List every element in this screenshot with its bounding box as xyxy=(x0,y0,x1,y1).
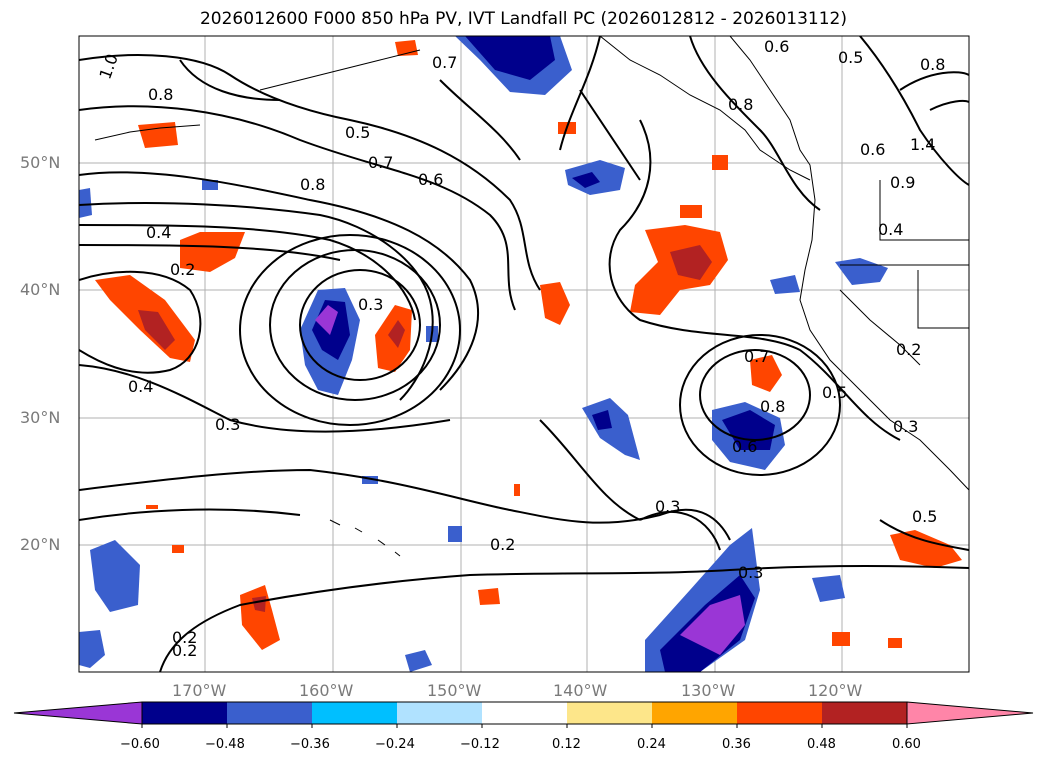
contour-label: 0.3 xyxy=(655,497,680,516)
colorbar-segment xyxy=(227,702,312,724)
contour-label: 0.4 xyxy=(146,223,171,242)
contour-label: 0.2 xyxy=(172,628,197,647)
contour-label: 1.4 xyxy=(910,135,935,154)
colorbar-tick-label: −0.36 xyxy=(290,737,330,752)
contour-label: 0.2 xyxy=(170,260,195,279)
lon-label-150w: 150°W xyxy=(427,681,482,700)
contour-label: 0.8 xyxy=(148,85,173,104)
colorbar-segment xyxy=(312,702,397,724)
colorbar-extend-left xyxy=(13,701,143,725)
lon-label-170w: 170°W xyxy=(172,681,227,700)
colorbar-tick-label: 0.48 xyxy=(807,737,836,752)
colorbar-segment xyxy=(482,702,567,724)
contour-label: 0.5 xyxy=(345,123,370,142)
contour-label: 0.7 xyxy=(744,347,769,366)
colorbar-tick-label: −0.12 xyxy=(460,737,500,752)
colorbar-tick-label: −0.24 xyxy=(375,737,415,752)
colorbar-segment xyxy=(142,702,227,724)
contour-label: 0.8 xyxy=(920,55,945,74)
gridlines xyxy=(79,36,969,672)
colorbar-segment xyxy=(822,702,907,724)
colorbar-tick-label: −0.48 xyxy=(205,737,245,752)
positive-anomaly-blobs xyxy=(95,40,962,650)
lon-label-130w: 130°W xyxy=(681,681,736,700)
colorbar-tick-label: 0.36 xyxy=(722,737,751,752)
pv-contours xyxy=(79,36,969,672)
contour-label: 0.5 xyxy=(912,507,937,526)
contour-label: 0.3 xyxy=(215,415,240,434)
contour-label: 0.7 xyxy=(368,153,393,172)
contour-label: 0.6 xyxy=(418,170,443,189)
contour-label: 0.4 xyxy=(128,377,153,396)
lon-label-120w: 120°W xyxy=(808,681,863,700)
colorbar-segment xyxy=(567,702,652,724)
contour-label: 0.4 xyxy=(878,220,903,239)
contour-label: 0.2 xyxy=(490,535,515,554)
contour-label: 0.2 xyxy=(896,340,921,359)
contour-label: 0.6 xyxy=(732,437,757,456)
contour-label: 0.7 xyxy=(432,53,457,72)
contour-label: 0.5 xyxy=(838,48,863,67)
colorbar-segment xyxy=(397,702,482,724)
contour-label: 0.6 xyxy=(764,37,789,56)
lon-label-160w: 160°W xyxy=(299,681,354,700)
map-title: 2026012600 F000 850 hPa PV, IVT Landfall… xyxy=(199,9,847,29)
contour-label: 0.3 xyxy=(893,417,918,436)
contour-label-layer: 1.0 0.8 0.7 0.5 0.7 0.6 0.8 0.4 0.2 0.3 … xyxy=(95,37,945,660)
lat-label-50n: 50°N xyxy=(20,153,61,172)
contour-label: 0.9 xyxy=(890,173,915,192)
colorbar-tick-label: −0.60 xyxy=(120,737,160,752)
colorbar-tick-label: 0.60 xyxy=(892,737,921,752)
contour-label: 0.8 xyxy=(760,397,785,416)
colorbar xyxy=(13,701,1034,728)
colorbar-segment xyxy=(737,702,822,724)
contour-label: 0.5 xyxy=(822,383,847,402)
lat-label-30n: 30°N xyxy=(20,408,61,427)
lat-label-20n: 20°N xyxy=(20,535,61,554)
lat-label-40n: 40°N xyxy=(20,280,61,299)
contour-label: 0.6 xyxy=(860,140,885,159)
contour-label: 0.3 xyxy=(738,563,763,582)
contour-label: 0.2 xyxy=(172,641,197,660)
plot-frame xyxy=(78,35,970,673)
contour-label: 0.8 xyxy=(300,175,325,194)
colorbar-tick-label: 0.12 xyxy=(552,737,581,752)
lon-label-140w: 140°W xyxy=(553,681,608,700)
colorbar-tick-label: 0.24 xyxy=(637,737,666,752)
negative-anomaly-blobs xyxy=(79,36,888,672)
colorbar-segment xyxy=(652,702,737,724)
colorbar-extend-right xyxy=(906,701,1034,725)
coastlines xyxy=(94,36,969,557)
contour-label: 0.8 xyxy=(728,95,753,114)
contour-label: 0.3 xyxy=(358,295,383,314)
